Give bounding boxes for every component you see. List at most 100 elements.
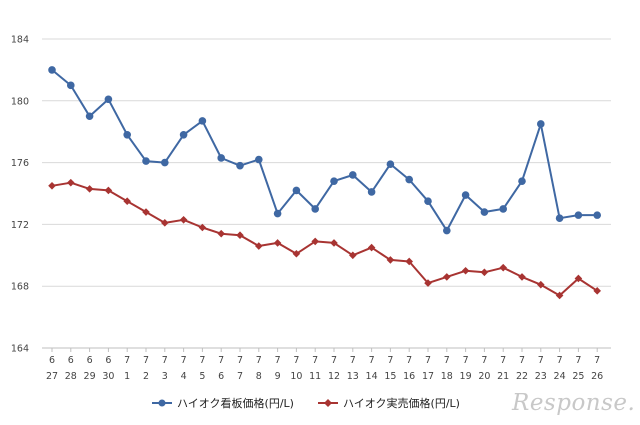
x-tick-month-label: 7: [500, 355, 506, 366]
x-tick-month-label: 7: [256, 355, 262, 366]
x-tick-month-label: 7: [557, 355, 563, 366]
data-point: [217, 154, 225, 162]
data-point: [499, 263, 507, 272]
x-tick-month-label: 6: [105, 355, 111, 366]
x-tick-day-label: 28: [65, 371, 77, 382]
response-watermark-logo: Response.: [512, 390, 636, 416]
x-tick-day-label: 29: [84, 371, 96, 382]
data-point: [179, 215, 188, 224]
data-point: [461, 266, 470, 275]
data-point: [574, 211, 583, 219]
data-point: [574, 274, 583, 283]
x-tick-day-label: 9: [275, 371, 281, 382]
x-tick-month-label: 7: [538, 355, 544, 366]
x-tick-day-label: 7: [237, 371, 243, 382]
x-tick-month-label: 7: [519, 355, 525, 366]
data-point: [292, 249, 301, 258]
x-tick-month-label: 7: [275, 355, 281, 366]
legend-label-signboard-price: ハイオク看板価格(円/L): [177, 396, 294, 410]
x-tick-day-label: 3: [162, 371, 168, 382]
x-tick-month-label: 7: [143, 355, 149, 366]
x-tick-month-label: 7: [444, 355, 450, 366]
x-tick-day-label: 16: [403, 371, 415, 382]
x-tick-month-label: 7: [331, 355, 337, 366]
x-tick-month-label: 7: [199, 355, 205, 366]
data-point: [593, 287, 601, 295]
x-tick-month-label: 7: [406, 355, 412, 366]
x-tick-month-label: 7: [162, 355, 168, 366]
x-tick-day-label: 30: [102, 371, 114, 382]
x-tick-month-label: 7: [350, 355, 356, 366]
data-point: [123, 197, 131, 206]
data-point: [367, 188, 376, 196]
x-tick-day-label: 21: [497, 371, 509, 382]
x-tick-month-label: 7: [594, 355, 600, 366]
x-tick-day-label: 13: [347, 371, 359, 382]
x-tick-day-label: 5: [199, 371, 205, 382]
legend-item-actual-price: ハイオク実売価格(円/L): [318, 396, 460, 410]
data-point: [311, 237, 319, 246]
x-tick-month-label: 7: [218, 355, 224, 366]
x-tick-day-label: 10: [290, 371, 302, 382]
x-tick-day-label: 26: [591, 371, 603, 382]
legend-swatch-diamond-marker: [324, 399, 332, 407]
data-point: [273, 209, 282, 218]
gridlines: [42, 38, 611, 349]
data-point: [461, 191, 470, 199]
data-point: [142, 208, 150, 216]
x-tick-day-label: 4: [181, 371, 187, 382]
data-point: [555, 214, 564, 223]
x-tick-month-label: 7: [237, 355, 243, 366]
x-tick-day-label: 24: [554, 371, 566, 382]
data-point: [67, 178, 75, 187]
data-point: [405, 257, 413, 266]
data-point: [255, 242, 263, 250]
data-point: [424, 279, 432, 287]
data-point: [179, 130, 188, 139]
data-point: [593, 211, 601, 219]
x-tick-month-label: 7: [312, 355, 318, 366]
series-signboard-price: [48, 66, 601, 235]
data-point: [537, 120, 545, 128]
x-tick-month-label: 7: [124, 355, 130, 366]
x-axis-ticks: 6276286296307172737475767778797107117127…: [46, 348, 603, 382]
x-tick-month-label: 6: [87, 355, 93, 366]
data-point: [367, 243, 376, 252]
x-tick-day-label: 14: [366, 371, 378, 382]
data-point: [85, 112, 94, 121]
x-tick-day-label: 17: [422, 371, 434, 382]
x-tick-month-label: 6: [68, 355, 74, 366]
y-tick-label: 176: [11, 158, 29, 169]
series-actual-price: [48, 178, 601, 300]
x-tick-day-label: 22: [516, 371, 528, 382]
data-point: [198, 223, 207, 232]
data-point: [518, 273, 526, 281]
data-point: [330, 177, 338, 185]
x-tick-day-label: 20: [478, 371, 490, 382]
x-tick-month-label: 7: [387, 355, 393, 366]
x-tick-day-label: 11: [309, 371, 321, 382]
x-tick-day-label: 12: [328, 371, 340, 382]
data-point: [349, 251, 357, 260]
data-point: [292, 186, 301, 195]
data-point: [537, 280, 545, 289]
legend-swatch-circle-marker: [158, 399, 166, 407]
legend: ハイオク看板価格(円/L) ハイオク実売価格(円/L): [152, 396, 460, 410]
data-point: [330, 239, 338, 247]
y-axis-ticks: 164 168 172 176 180 184: [11, 35, 29, 355]
data-point: [349, 171, 357, 179]
data-point: [67, 81, 75, 90]
x-tick-month-label: 7: [369, 355, 375, 366]
data-point: [161, 219, 169, 227]
x-tick-day-label: 18: [441, 371, 453, 382]
data-point: [104, 186, 113, 195]
data-point: [386, 256, 395, 264]
data-point: [254, 155, 263, 164]
data-point: [198, 117, 207, 125]
x-tick-month-label: 7: [463, 355, 469, 366]
x-tick-month-label: 7: [181, 355, 187, 366]
x-tick-day-label: 23: [535, 371, 547, 382]
data-point: [480, 268, 489, 277]
data-point: [104, 95, 113, 104]
